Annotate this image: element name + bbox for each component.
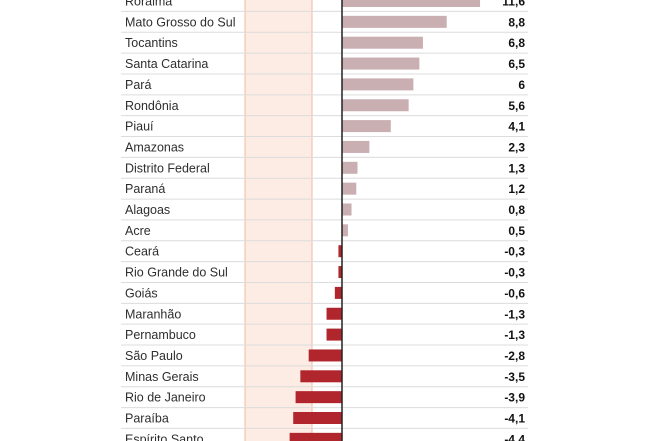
chart-rows: Roraima 11,6 Mato Grosso do Sul 8,8 Tocantin… — [121, 0, 528, 441]
category-label: Pernambuco — [125, 328, 196, 342]
value-label: -0,3 — [504, 245, 525, 259]
value-label: 6 — [518, 78, 525, 92]
positive-bar — [342, 99, 409, 112]
negative-bar — [300, 370, 342, 383]
value-label: -4,4 — [504, 432, 525, 441]
positive-bar — [342, 36, 423, 49]
positive-bar — [342, 78, 414, 91]
negative-bar — [334, 286, 342, 299]
negative-bar — [326, 328, 342, 341]
category-label: Rio de Janeiro — [125, 391, 206, 405]
negative-bar — [326, 307, 342, 320]
negative-bar — [308, 349, 342, 362]
value-label: -0,6 — [504, 286, 525, 300]
value-label: -0,3 — [504, 266, 525, 280]
category-label: Alagoas — [125, 203, 170, 217]
positive-bar — [342, 203, 352, 216]
positive-bar — [342, 120, 391, 133]
value-label: 1,2 — [508, 182, 525, 196]
value-label: 5,6 — [508, 99, 525, 113]
value-label: 1,3 — [508, 161, 525, 175]
category-label: Piauí — [125, 120, 154, 134]
positive-bar — [342, 182, 357, 195]
value-label: 6,5 — [508, 57, 525, 71]
value-label: 0,8 — [508, 203, 525, 217]
value-label: -3,9 — [504, 391, 525, 405]
category-label: Goiás — [125, 286, 158, 300]
category-label: Santa Catarina — [125, 57, 208, 71]
value-label: 11,6 — [502, 0, 525, 9]
category-label: Maranhão — [125, 307, 181, 321]
value-label: -1,3 — [504, 307, 525, 321]
value-label: -3,5 — [504, 370, 525, 384]
value-label: 4,1 — [508, 120, 525, 134]
category-label: Distrito Federal — [125, 161, 210, 175]
category-label: Acre — [125, 224, 151, 238]
negative-bar — [338, 245, 342, 258]
value-label: -4,1 — [504, 412, 525, 426]
negative-bar — [289, 432, 342, 441]
positive-bar — [342, 224, 348, 237]
positive-bar — [342, 161, 358, 174]
category-label: Roraima — [125, 0, 172, 9]
category-label: Espírito Santo — [125, 432, 204, 441]
category-label: Amazonas — [125, 140, 184, 154]
positive-bar — [342, 0, 481, 7]
category-label: Pará — [125, 78, 151, 92]
value-label: -1,3 — [504, 328, 525, 342]
category-label: São Paulo — [125, 349, 183, 363]
positive-bar — [342, 140, 370, 153]
category-label: Ceará — [125, 245, 159, 259]
negative-bar — [295, 391, 342, 404]
category-label: Paraíba — [125, 412, 169, 426]
positive-bar — [342, 15, 447, 28]
category-label: Tocantins — [125, 36, 178, 50]
category-label: Rondônia — [125, 99, 179, 113]
category-label: Paraná — [125, 182, 165, 196]
category-label: Mato Grosso do Sul — [125, 15, 235, 29]
category-label: Rio Grande do Sul — [125, 266, 228, 280]
category-label: Minas Gerais — [125, 370, 199, 384]
value-label: 6,8 — [508, 36, 525, 50]
value-label: 2,3 — [508, 140, 525, 154]
value-label: -2,8 — [504, 349, 525, 363]
value-label: 0,5 — [508, 224, 525, 238]
positive-bar — [342, 57, 420, 70]
negative-bar — [338, 266, 342, 279]
negative-bar — [293, 412, 342, 424]
value-label: 8,8 — [508, 15, 525, 29]
